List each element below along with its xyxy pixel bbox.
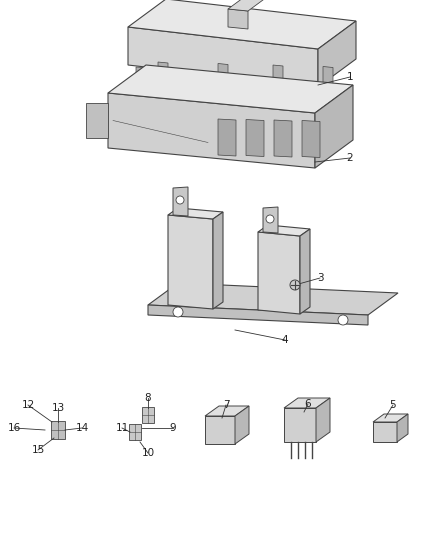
Polygon shape bbox=[284, 398, 330, 408]
Polygon shape bbox=[213, 212, 223, 309]
Polygon shape bbox=[148, 283, 398, 315]
Text: 14: 14 bbox=[75, 423, 88, 433]
Polygon shape bbox=[235, 406, 249, 444]
Polygon shape bbox=[228, 9, 248, 29]
Polygon shape bbox=[148, 305, 368, 325]
Polygon shape bbox=[274, 120, 292, 157]
Text: 3: 3 bbox=[317, 273, 323, 283]
Text: 11: 11 bbox=[115, 423, 129, 433]
Text: 8: 8 bbox=[145, 393, 151, 403]
Polygon shape bbox=[323, 67, 333, 85]
Text: 16: 16 bbox=[7, 423, 21, 433]
Polygon shape bbox=[318, 21, 356, 87]
Polygon shape bbox=[300, 229, 310, 314]
Polygon shape bbox=[108, 93, 315, 168]
Text: 1: 1 bbox=[347, 72, 353, 82]
Text: 5: 5 bbox=[390, 400, 396, 410]
Polygon shape bbox=[273, 65, 283, 84]
Polygon shape bbox=[86, 103, 108, 138]
Polygon shape bbox=[168, 215, 213, 309]
Polygon shape bbox=[108, 65, 353, 113]
Text: 10: 10 bbox=[141, 448, 155, 458]
Polygon shape bbox=[315, 85, 353, 168]
Polygon shape bbox=[373, 414, 408, 422]
Polygon shape bbox=[373, 422, 397, 442]
Circle shape bbox=[338, 315, 348, 325]
Polygon shape bbox=[51, 421, 65, 439]
Polygon shape bbox=[218, 119, 236, 156]
Polygon shape bbox=[228, 0, 267, 11]
Text: 12: 12 bbox=[21, 400, 35, 410]
Polygon shape bbox=[142, 407, 154, 423]
Polygon shape bbox=[263, 207, 278, 233]
Circle shape bbox=[176, 196, 184, 204]
Polygon shape bbox=[258, 225, 310, 236]
Text: 9: 9 bbox=[170, 423, 177, 433]
Text: 7: 7 bbox=[223, 400, 230, 410]
Polygon shape bbox=[218, 63, 228, 83]
Polygon shape bbox=[205, 406, 249, 416]
Polygon shape bbox=[246, 119, 264, 157]
Polygon shape bbox=[168, 208, 223, 219]
Polygon shape bbox=[302, 120, 320, 157]
Polygon shape bbox=[258, 232, 300, 314]
Polygon shape bbox=[158, 62, 168, 81]
Text: 13: 13 bbox=[51, 403, 65, 413]
Polygon shape bbox=[136, 67, 148, 81]
Polygon shape bbox=[284, 408, 316, 442]
Text: 4: 4 bbox=[282, 335, 288, 345]
Text: 6: 6 bbox=[305, 399, 311, 409]
Text: 2: 2 bbox=[347, 153, 353, 163]
Polygon shape bbox=[397, 414, 408, 442]
Circle shape bbox=[290, 280, 300, 290]
Polygon shape bbox=[316, 398, 330, 442]
Circle shape bbox=[173, 307, 183, 317]
Circle shape bbox=[266, 215, 274, 223]
Polygon shape bbox=[129, 424, 141, 440]
Polygon shape bbox=[128, 0, 356, 49]
Polygon shape bbox=[205, 416, 235, 444]
Polygon shape bbox=[173, 187, 188, 216]
Polygon shape bbox=[128, 27, 318, 87]
Text: 15: 15 bbox=[32, 445, 45, 455]
